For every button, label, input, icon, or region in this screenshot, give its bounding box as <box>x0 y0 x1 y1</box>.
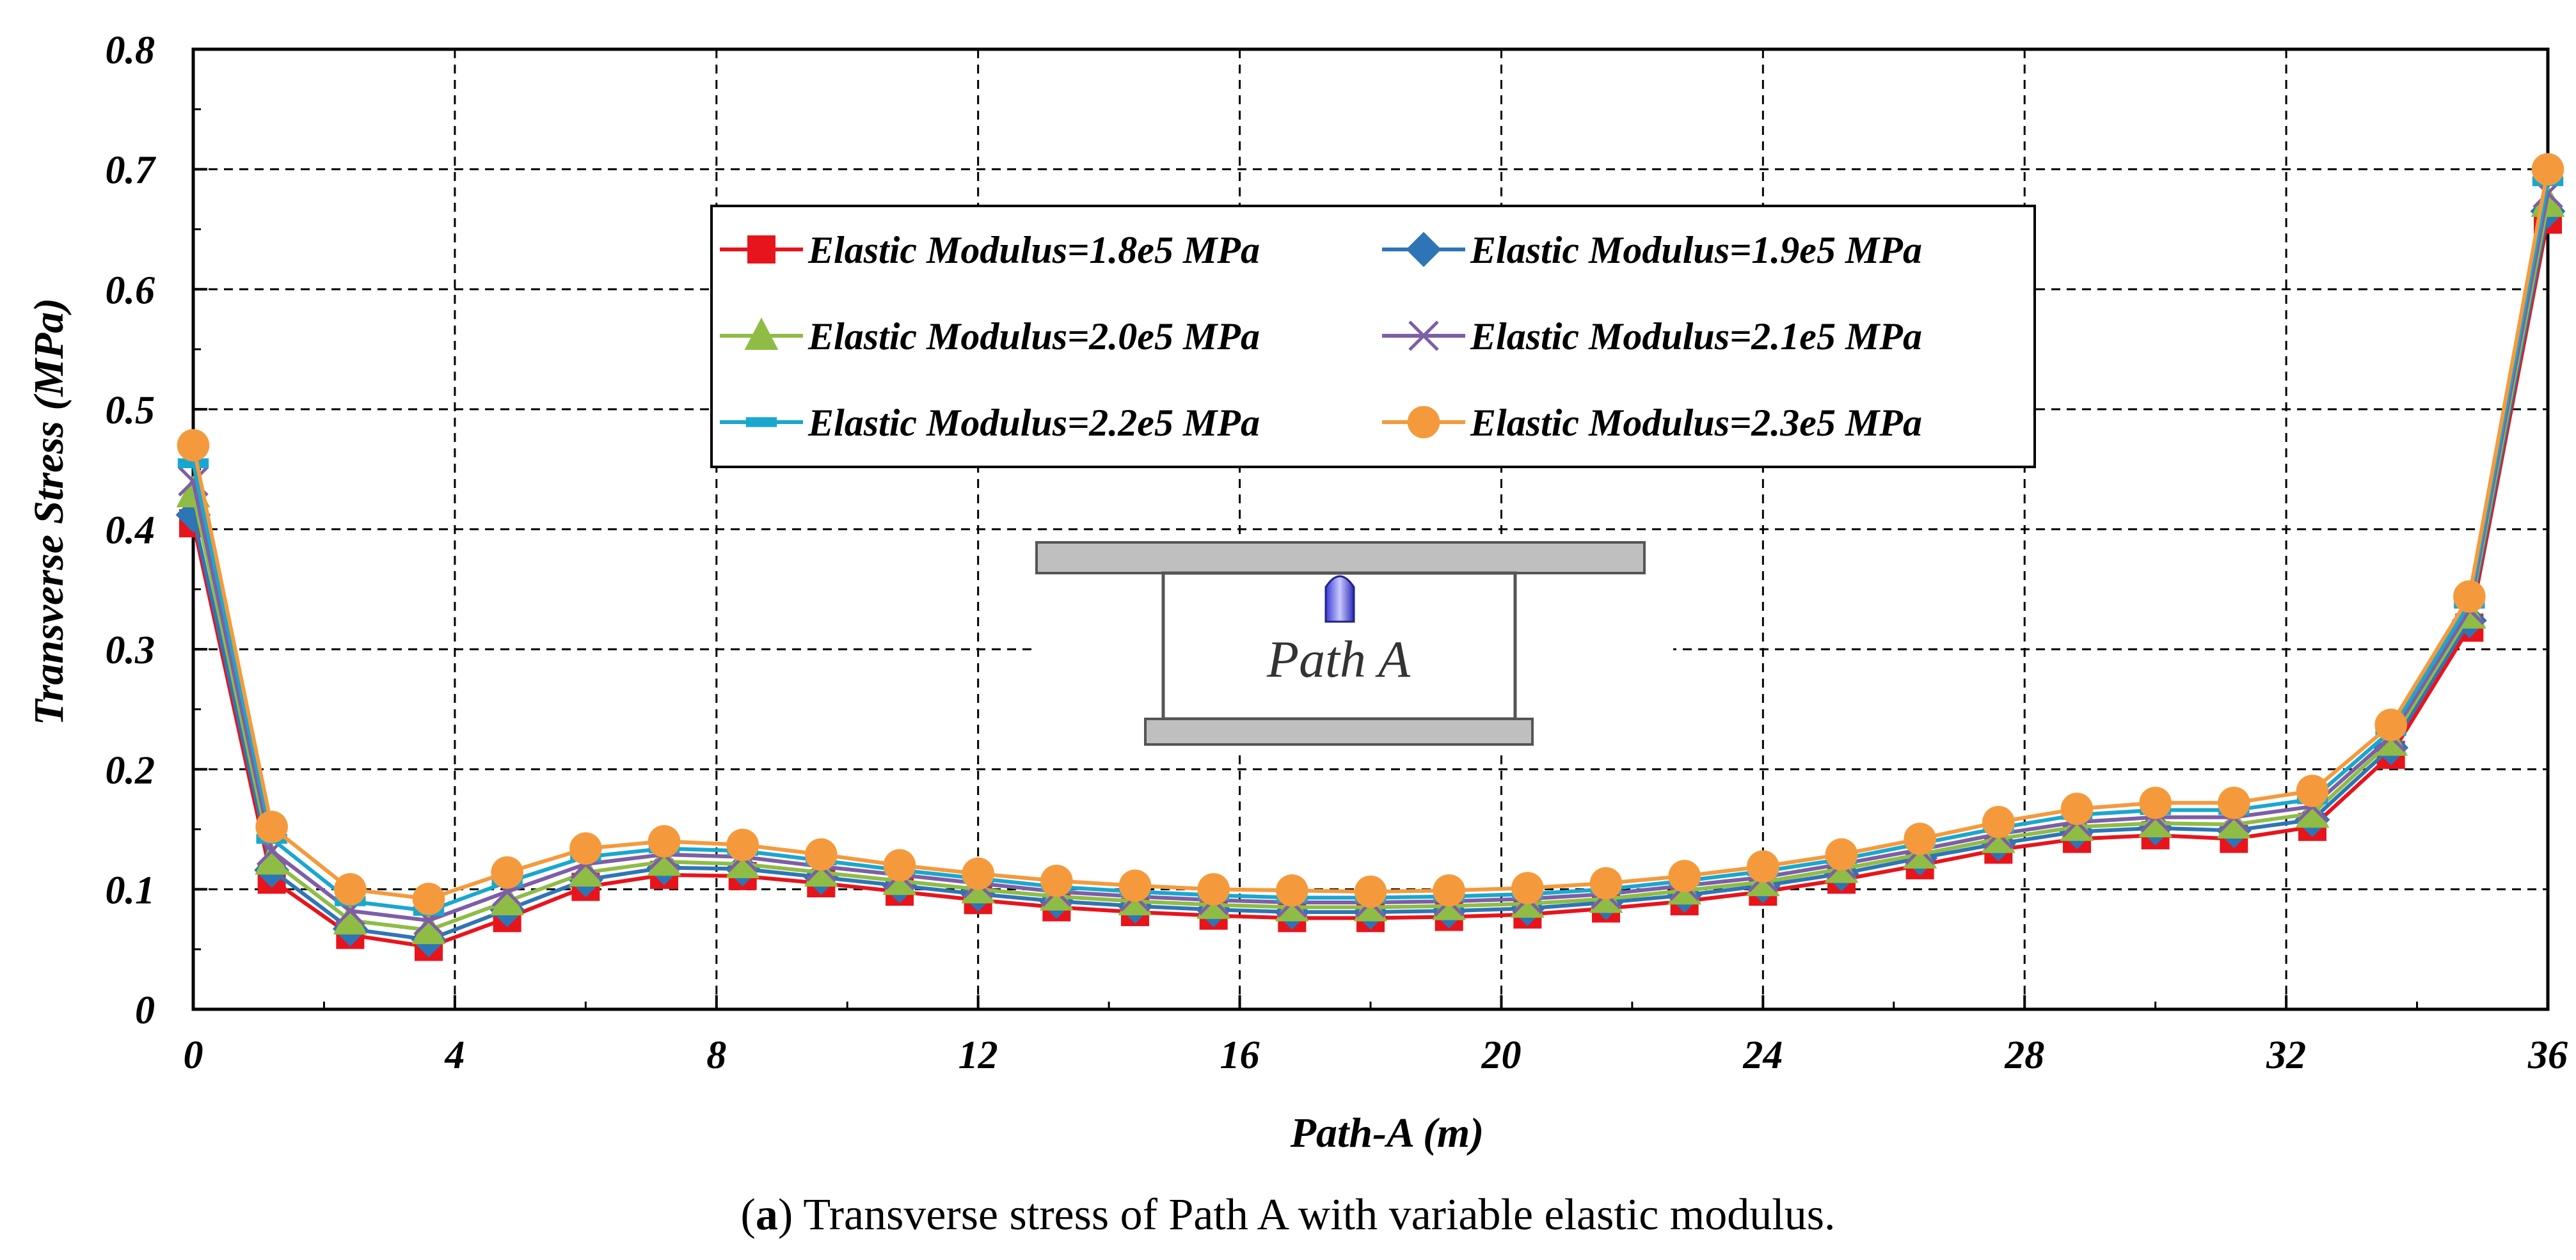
x-tick-label-5: 20 <box>1481 1034 1521 1077</box>
legend-label-1: Elastic Modulus=1.8e5 MPa <box>807 229 1260 271</box>
legend-label-6: Elastic Modulus=2.3e5 MPa <box>1470 402 1922 444</box>
path-a-sensor-icon <box>1324 575 1355 623</box>
figure-caption: (a) Transverse stress of Path A with var… <box>741 1190 1836 1240</box>
series-3-point-4 <box>490 883 525 916</box>
series-6-point-23 <box>1982 806 2015 839</box>
series-6-point-21 <box>1825 838 1858 871</box>
y-tick-label-3: 0.3 <box>106 629 155 672</box>
legend-item-6: Elastic Modulus=2.3e5 MPa <box>1382 402 1922 444</box>
series-6-point-3 <box>412 883 445 915</box>
x-tick-label-7: 28 <box>2004 1034 2044 1077</box>
series-6-point-13 <box>1197 873 1230 906</box>
legend-item-4: Elastic Modulus=2.1e5 MPa <box>1382 315 1922 358</box>
y-tick-label-5: 0.5 <box>106 389 155 432</box>
series-6-point-12 <box>1118 869 1152 902</box>
series-6-point-14 <box>1276 874 1308 907</box>
y-tick-label-6: 0.6 <box>106 269 155 312</box>
series-6-point-5 <box>569 832 602 865</box>
series-6-point-15 <box>1354 875 1387 908</box>
series-6-point-26 <box>2218 786 2250 819</box>
legend-item-1: Elastic Modulus=1.8e5 MPa <box>720 229 1260 271</box>
series-3-point-25 <box>2138 805 2173 838</box>
legend-item-3: Elastic Modulus=2.0e5 MPa <box>720 315 1260 358</box>
y-tick-label-8: 0.8 <box>106 29 155 72</box>
series-3-point-2 <box>333 902 367 935</box>
series-3-point-3 <box>411 911 446 945</box>
x-tick-label-2: 8 <box>706 1034 726 1077</box>
x-tick-label-4: 16 <box>1220 1034 1260 1077</box>
series-3-point-7 <box>726 846 760 878</box>
legend-label-5: Elastic Modulus=2.2e5 MPa <box>807 402 1260 444</box>
series-6-point-19 <box>1668 860 1701 893</box>
x-tick-label-8: 32 <box>2266 1034 2306 1077</box>
series-6-point-20 <box>1747 850 1779 883</box>
series-6-point-28 <box>2374 709 2407 741</box>
series-6-point-4 <box>491 856 523 889</box>
legend-label-2: Elastic Modulus=1.9e5 MPa <box>1470 229 1922 271</box>
x-tick-labels: 0 4 8 12 16 20 24 28 32 36 <box>184 1034 2568 1077</box>
legend-marker-3 <box>744 317 779 350</box>
series-6-point-29 <box>2453 580 2486 613</box>
y-tick-labels: 0 0.1 0.2 0.3 0.4 0.5 0.6 0.7 0.8 <box>106 29 157 1032</box>
y-tick-label-1: 0.1 <box>106 869 155 912</box>
legend-label-4: Elastic Modulus=2.1e5 MPa <box>1470 315 1922 358</box>
y-tick-label-4: 0.4 <box>106 509 155 553</box>
legend-marker-4 <box>1408 320 1439 351</box>
legend-items: Elastic Modulus=1.8e5 MPa Elastic Modulus… <box>720 229 1922 444</box>
x-axis-title: Path-A (m) <box>1290 1110 1484 1156</box>
legend-item-5: Elastic Modulus=2.2e5 MPa <box>720 402 1260 444</box>
series-6-point-17 <box>1511 872 1544 904</box>
y-axis-title: Transverse Stress (MPa) <box>26 298 72 726</box>
series-6-point-9 <box>883 849 916 882</box>
series-3-point-1 <box>255 842 289 875</box>
legend-box <box>710 205 2036 468</box>
series-6-point-10 <box>962 857 994 890</box>
series-6-point-7 <box>726 828 759 862</box>
y-tick-label-2: 0.2 <box>106 749 155 792</box>
legend: Elastic Modulus=1.8e5 MPa Elastic Modulus… <box>710 205 2036 468</box>
series-6-point-24 <box>2060 792 2094 825</box>
y-tick-label-7: 0.7 <box>106 149 157 193</box>
series-6-point-16 <box>1433 874 1465 907</box>
series-6-point-1 <box>255 810 288 844</box>
legend-marker-2 <box>1406 232 1442 267</box>
y-tick-label-0: 0 <box>135 989 155 1032</box>
x-tick-label-0: 0 <box>184 1034 203 1077</box>
caption-text: ) Transverse stress of Path A with varia… <box>778 1190 1836 1240</box>
legend-label-3: Elastic Modulus=2.0e5 MPa <box>807 315 1260 358</box>
series-3-point-27 <box>2295 795 2330 828</box>
schematic-top-slab <box>1035 541 1646 574</box>
data-series <box>175 153 2566 961</box>
x-tick-label-6: 24 <box>1742 1034 1783 1077</box>
legend-marker-6 <box>1407 406 1440 439</box>
series-6-point-30 <box>2531 153 2564 185</box>
path-a-schematic: Path A <box>1033 534 1673 755</box>
x-tick-label-1: 4 <box>444 1034 465 1077</box>
x-tick-label-3: 12 <box>958 1034 998 1077</box>
caption-prefix: a <box>756 1190 778 1240</box>
legend-marker-5 <box>745 417 777 427</box>
series-6-point-25 <box>2139 786 2172 819</box>
schematic-bottom-slab <box>1144 718 1534 746</box>
series-6-point-18 <box>1589 867 1623 900</box>
series-6-point-0 <box>177 429 210 462</box>
series-6-point-22 <box>1904 823 1936 855</box>
inset-label-path-a: Path A <box>1266 630 1411 688</box>
series-3-point-26 <box>2216 806 2251 839</box>
series-6 <box>177 153 2564 915</box>
series-6-point-8 <box>805 838 838 871</box>
series-5-point-0 <box>177 458 209 469</box>
series-3-point-5 <box>568 854 603 887</box>
legend-marker-1 <box>747 235 775 264</box>
series-6-point-2 <box>334 873 367 906</box>
series-6-point-6 <box>648 825 681 858</box>
legend-item-2: Elastic Modulus=1.9e5 MPa <box>1382 229 1922 271</box>
x-tick-label-9: 36 <box>2527 1034 2568 1077</box>
series-3-point-6 <box>647 843 681 876</box>
series-6-point-27 <box>2296 775 2329 807</box>
series-6-point-11 <box>1040 864 1073 897</box>
